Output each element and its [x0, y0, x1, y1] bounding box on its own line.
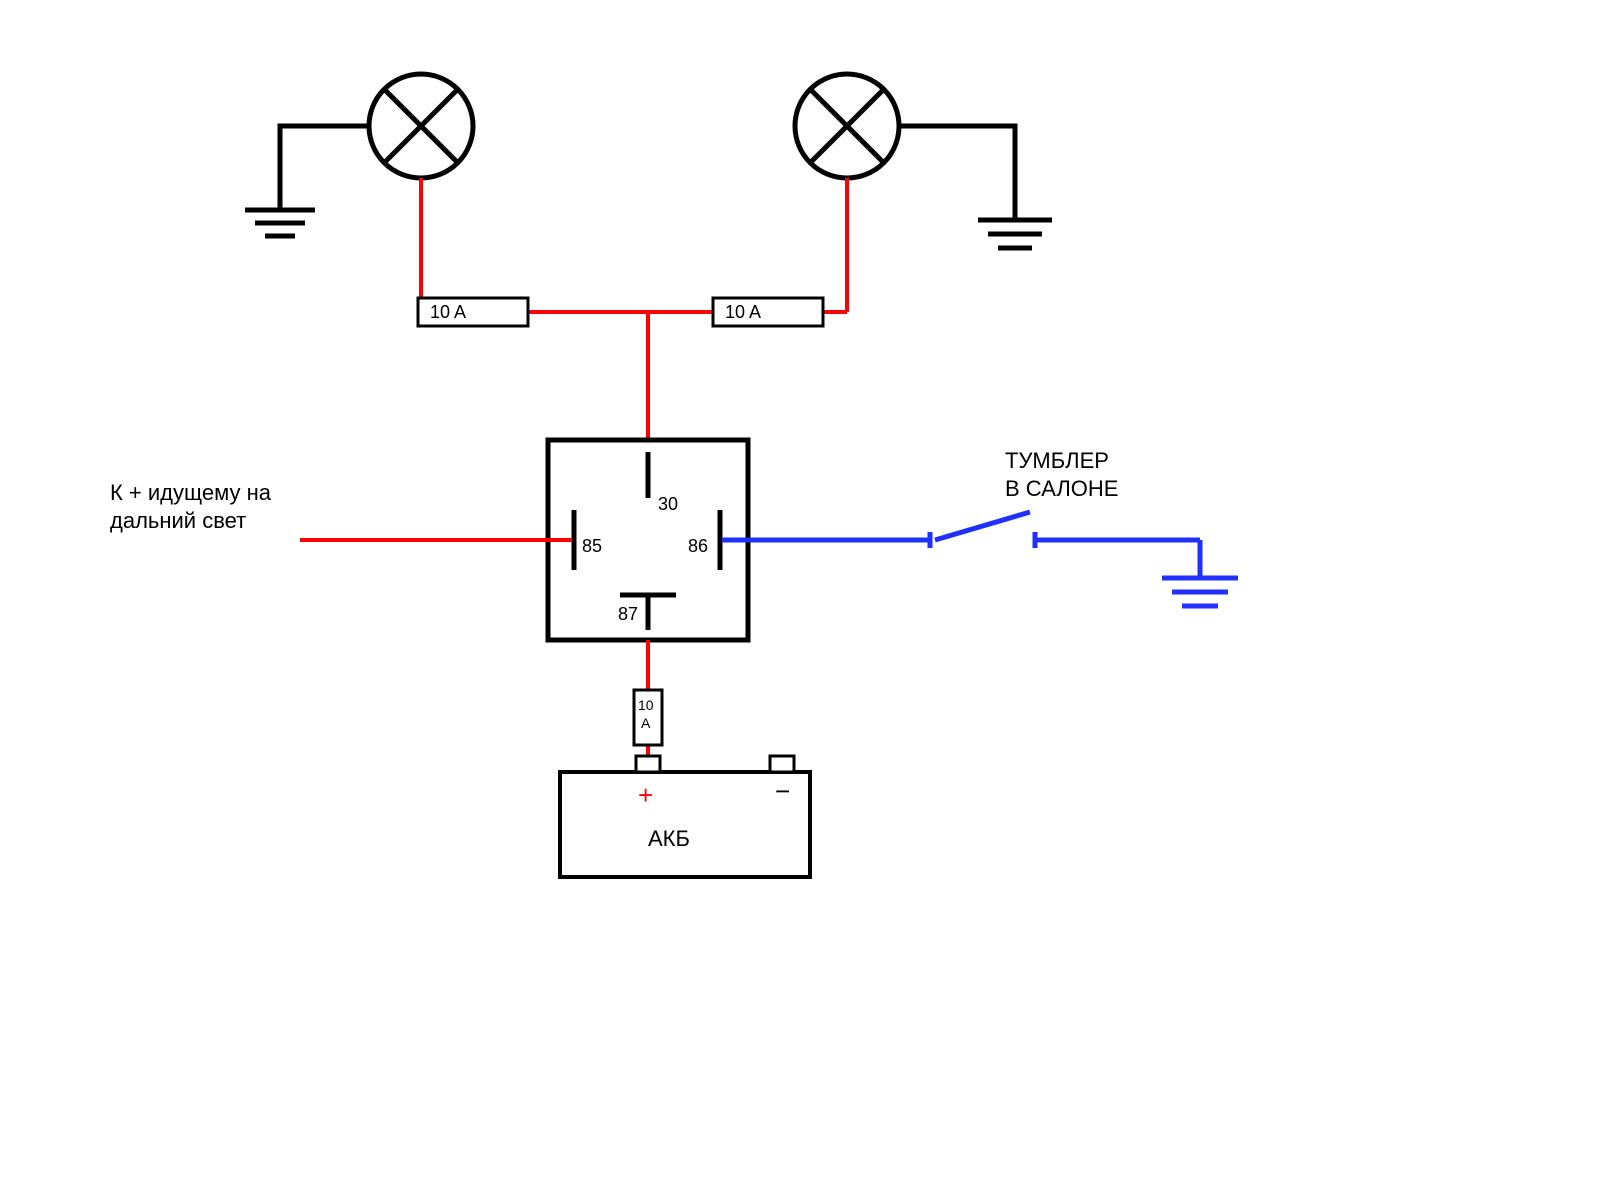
ground-symbol-blue [1162, 578, 1238, 606]
fuse-left-label: 10 A [430, 302, 466, 322]
wire-blue-86 [722, 512, 1200, 578]
relay-symbol: 30 85 86 87 [548, 440, 748, 640]
battery-symbol: + − АКБ [560, 756, 810, 877]
fuse-bottom: 10 A [634, 690, 662, 745]
relay-pin-85-label: 85 [582, 536, 602, 556]
fuse-bottom-label-2: A [641, 715, 651, 731]
fuse-left: 10 A [418, 298, 528, 326]
high-beam-text-line2: дальний свет [110, 508, 246, 533]
lamp-symbol-left [369, 74, 473, 178]
fuse-right-label: 10 A [725, 302, 761, 322]
high-beam-text-line1: К + идущему на [110, 480, 272, 505]
switch-text-line2: В САЛОНЕ [1005, 476, 1118, 501]
relay-pin-87-label: 87 [618, 604, 638, 624]
fuse-bottom-label-1: 10 [638, 697, 654, 713]
relay-pin-86-label: 86 [688, 536, 708, 556]
ground-symbol-left [245, 126, 369, 236]
switch-text-line1: ТУМБЛЕР [1005, 448, 1109, 473]
relay-pin-30-label: 30 [658, 494, 678, 514]
fuse-right: 10 A [713, 298, 823, 326]
battery-label: АКБ [648, 826, 690, 851]
battery-plus-label: + [638, 780, 653, 810]
battery-minus-label: − [775, 776, 790, 806]
lamp-symbol-right [795, 74, 899, 178]
ground-symbol-right [899, 126, 1052, 248]
wiring-diagram: 10 A 10 A 30 85 86 87 К + идущему на дал… [0, 0, 1600, 1200]
